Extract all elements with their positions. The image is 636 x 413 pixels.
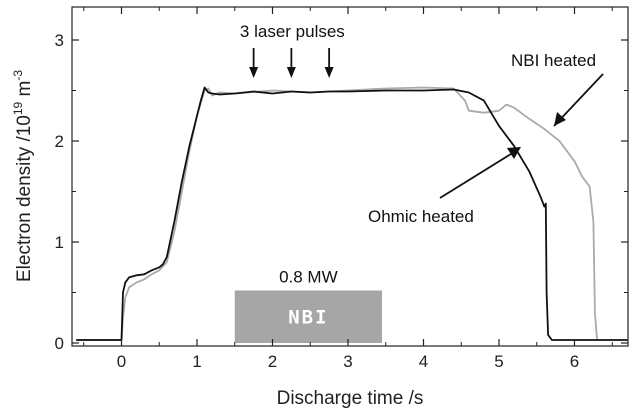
nbi-heated-label: NBI heated [511,51,596,70]
nbi-bar [234,290,382,343]
y-tick-label: 3 [55,31,64,50]
pulse-arrow-head [249,67,259,78]
series-nbi-line [76,86,628,341]
laser-pulses-label: 3 laser pulses [240,22,345,41]
x-tick-label: 0 [117,352,126,371]
x-tick-label: 2 [268,352,277,371]
laser-pulse-arrows [249,48,334,78]
nbi-power-label: 0.8 MW [279,267,338,286]
nbi-label: NBI [288,307,328,329]
x-axis-ticks: 0 1 2 3 4 5 6 [83,7,613,371]
x-tick-label: 4 [419,352,428,371]
ohmic-heated-label: Ohmic heated [368,207,474,226]
nbi-block: NBI 0.8 MW [234,267,382,343]
x-tick-label: 1 [192,352,201,371]
y-axis-title-main: Electron density /10 [14,115,35,282]
ohmic-heated-arrow [439,148,520,199]
plot-frame [71,6,629,347]
y-tick-label: 0 [55,334,64,353]
y-axis-title-exp2: -3 [11,70,25,81]
y-axis-title-exp1: 19 [11,101,25,115]
x-tick-label: 3 [343,352,352,371]
y-axis-title-unit: m [14,81,35,102]
y-axis-title: Electron density /1019 m-3 [11,70,35,282]
ohmic-heated-arrowhead [507,147,521,159]
nbi-heated-arrowhead [554,112,566,126]
pulse-arrow-head [286,67,296,78]
y-tick-label: 2 [55,132,64,151]
y-axis-ticks: 0 1 2 3 [55,31,628,353]
pulse-arrow-head [324,67,334,78]
x-tick-label: 6 [570,352,579,371]
x-axis-title: Discharge time /s [277,388,424,409]
y-tick-label: 1 [55,233,64,252]
x-tick-label: 5 [494,352,503,371]
